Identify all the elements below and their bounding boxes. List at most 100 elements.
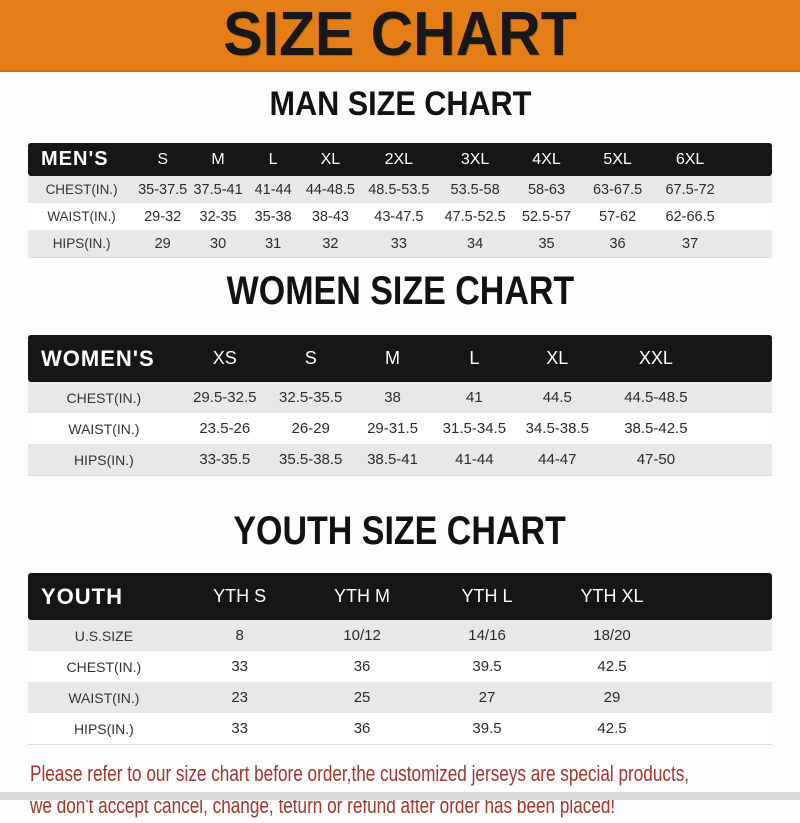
- size-value-cell: 30: [210, 235, 227, 252]
- size-value-cell: 41-44: [455, 451, 494, 468]
- size-value-cell: 31.5-34.5: [442, 420, 507, 437]
- youth-heading-text: YOUTH SIZE CHART: [233, 509, 567, 553]
- size-chart-banner: SIZE CHART: [0, 0, 800, 72]
- size-column-header: L: [245, 143, 301, 176]
- women-size-chart-heading: WOMEN SIZE CHART: [0, 270, 800, 321]
- size-column-header: XL: [515, 335, 600, 382]
- size-column-header: L: [433, 335, 516, 382]
- men-size-table: MEN'S S M L XL 2XL 3XL 4XL 5XL 6XL CHEST(IN.) 35-37…: [28, 143, 772, 258]
- spacer-cell: [675, 651, 773, 682]
- size-value-cell: 38-43: [311, 208, 349, 225]
- size-value-cell: 37.5-41: [193, 181, 243, 198]
- size-value-cell: 36: [353, 658, 371, 675]
- size-value-cell: 48.5-53.5: [368, 181, 430, 198]
- women-section: WOMEN SIZE CHART WOMEN'S XS S M L XL XXL CHEST(…: [0, 270, 800, 476]
- size-column-header: 5XL: [579, 143, 656, 176]
- size-value-cell: 29-31.5: [367, 420, 418, 437]
- size-column-header: YTH S: [179, 573, 300, 620]
- size-value-cell: 34: [467, 235, 484, 252]
- spacer-cell: [725, 143, 772, 176]
- size-column-header: XXL: [599, 335, 713, 382]
- women-size-table: WOMEN'S XS S M L XL XXL CHEST(IN.) 29.5-32.5 32.5…: [28, 335, 772, 476]
- size-column-header: 4XL: [513, 143, 580, 176]
- spacer-cell: [712, 444, 772, 476]
- size-column-header: 3XL: [437, 143, 514, 176]
- size-value-cell: 38.5-41: [367, 451, 418, 468]
- youth-size-chart-heading: YOUTH SIZE CHART: [0, 510, 800, 561]
- table-row: HIPS(IN.) 33 36 39.5 42.5: [28, 713, 772, 745]
- size-value-cell: 35-37.5: [138, 181, 188, 198]
- spacer-cell: [674, 573, 772, 620]
- row-label-cell: HIPS(IN.): [73, 451, 134, 468]
- size-column-header: S: [269, 335, 352, 382]
- man-heading-text: MAN SIZE CHART: [269, 85, 531, 123]
- size-value-cell: 38: [384, 389, 401, 406]
- table-row: CHEST(IN.) 33 36 39.5 42.5: [28, 651, 772, 682]
- order-note-line1-text: Please refer to our size chart before or…: [30, 761, 690, 786]
- size-column-header: S: [135, 143, 191, 176]
- size-value-cell: 10/12: [343, 627, 381, 644]
- spacer-cell: [675, 620, 773, 651]
- table-row: CHEST(IN.) 29.5-32.5 32.5-35.5 38 41 44.5 44.5…: [28, 382, 772, 413]
- spacer-cell: [725, 176, 772, 203]
- order-note: Please refer to our size chart before or…: [30, 759, 800, 823]
- size-value-cell: 42.5: [597, 720, 627, 737]
- size-value-cell: 39.5: [472, 720, 502, 737]
- size-value-cell: 32-35: [199, 208, 237, 225]
- size-value-cell: 35.5-38.5: [279, 451, 343, 468]
- size-value-cell: 34.5-38.5: [525, 420, 589, 437]
- spacer-cell: [675, 713, 773, 745]
- size-value-cell: 32.5-35.5: [279, 389, 343, 406]
- size-value-cell: 18/20: [593, 627, 631, 644]
- table-row: CHEST(IN.) 35-37.5 37.5-41 41-44 44-48.5 48.5…: [28, 176, 772, 203]
- size-column-header: 6XL: [655, 143, 726, 176]
- table-header-row: WOMEN'S XS S M L XL XXL: [28, 335, 772, 382]
- size-value-cell: 41: [466, 389, 483, 406]
- row-label-cell: WAIST(IN.): [68, 420, 140, 437]
- table-row: WAIST(IN.) 23.5-26 26-29 29-31.5 31.5-34.5 34…: [28, 413, 772, 444]
- size-value-cell: 63-67.5: [592, 181, 643, 198]
- size-value-cell: 35: [538, 235, 555, 252]
- table-row: HIPS(IN.) 29 30 31 32 33 34 35 36 37: [28, 230, 772, 258]
- size-value-cell: 67.5-72: [665, 181, 715, 198]
- size-value-cell: 62-66.5: [665, 208, 715, 225]
- size-value-cell: 33-35.5: [199, 451, 251, 468]
- table-row: HIPS(IN.) 33-35.5 35.5-38.5 38.5-41 41-44 44-…: [28, 444, 772, 476]
- row-label-cell: HIPS(IN.): [52, 236, 111, 251]
- size-value-cell: 29-32: [144, 208, 182, 225]
- size-value-cell: 8: [235, 627, 244, 644]
- row-label-cell: U.S.SIZE: [74, 627, 134, 644]
- table-row: WAIST(IN.) 29-32 32-35 35-38 38-43 43-47.5 47.…: [28, 203, 772, 230]
- size-column-header: XS: [179, 335, 270, 382]
- row-label-cell: WAIST(IN.): [47, 209, 116, 224]
- man-size-chart-heading: MAN SIZE CHART: [0, 84, 800, 131]
- row-label-cell: HIPS(IN.): [73, 720, 134, 737]
- size-value-cell: 58-63: [527, 181, 566, 198]
- size-value-cell: 44.5: [542, 389, 572, 406]
- size-value-cell: 39.5: [472, 658, 502, 675]
- table-title-cell: WOMEN'S: [28, 335, 180, 382]
- size-value-cell: 36: [353, 720, 371, 737]
- size-value-cell: 42.5: [597, 658, 627, 675]
- size-value-cell: 53.5-58: [450, 181, 500, 198]
- size-value-cell: 33: [390, 235, 407, 252]
- size-value-cell: 29: [154, 235, 171, 252]
- size-value-cell: 25: [353, 689, 371, 706]
- row-label-cell: CHEST(IN.): [66, 389, 142, 406]
- size-value-cell: 52.5-57: [521, 208, 572, 225]
- spacer-cell: [725, 230, 772, 258]
- size-value-cell: 47-50: [636, 451, 676, 468]
- table-header-row: MEN'S S M L XL 2XL 3XL 4XL 5XL 6XL: [28, 143, 772, 176]
- size-column-header: 2XL: [360, 143, 438, 176]
- size-value-cell: 23: [231, 689, 248, 706]
- size-value-cell: 23.5-26: [199, 420, 251, 437]
- youth-section: YOUTH SIZE CHART YOUTH YTH S YTH M YTH L YTH…: [0, 510, 800, 745]
- row-label-cell: CHEST(IN.): [45, 182, 118, 197]
- size-value-cell: 43-47.5: [374, 208, 424, 225]
- spacer-cell: [725, 203, 772, 230]
- size-value-cell: 57-62: [599, 208, 637, 225]
- size-value-cell: 41-44: [254, 181, 292, 198]
- size-value-cell: 44-48.5: [305, 181, 355, 198]
- size-value-cell: 32: [322, 235, 339, 252]
- table-row: U.S.SIZE 8 10/12 14/16 18/20: [28, 620, 772, 651]
